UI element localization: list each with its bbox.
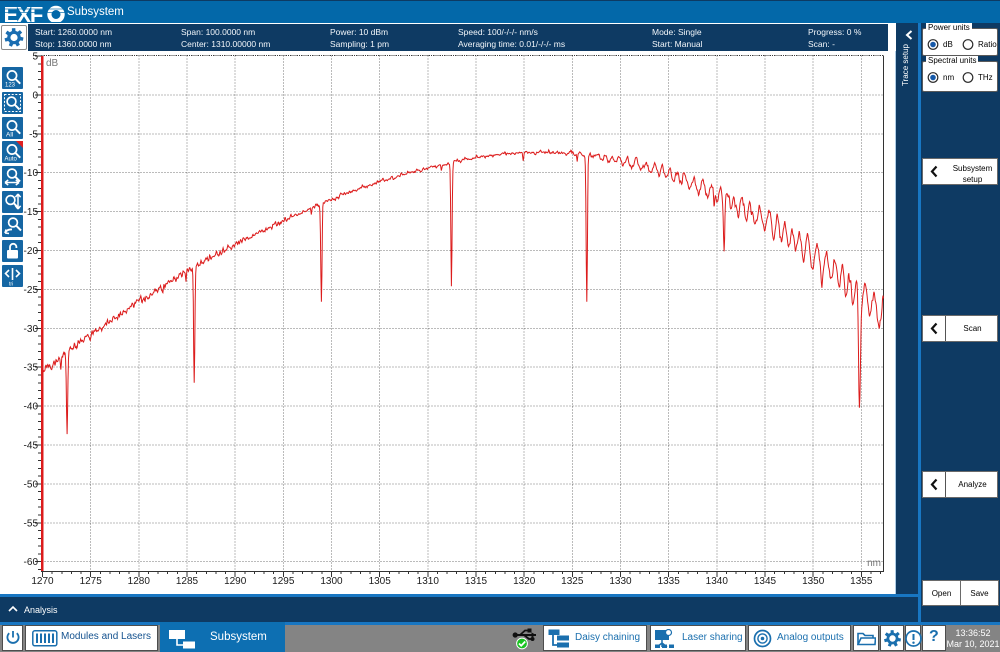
svg-text:EXF: EXF [5,4,43,22]
svg-text:tri: tri [9,282,13,288]
svg-text:1285: 1285 [176,576,199,587]
svg-text:1275: 1275 [80,576,103,587]
svg-text:-45: -45 [24,441,39,452]
svg-text:1305: 1305 [369,576,392,587]
svg-text:-30: -30 [24,324,39,335]
svg-text:-15: -15 [24,207,39,218]
svg-text:-5: -5 [29,129,38,140]
svg-text:5: 5 [32,52,38,63]
svg-text:-35: -35 [24,363,39,374]
svg-text:1320: 1320 [513,576,536,587]
svg-text:-10: -10 [24,168,39,179]
svg-text:123: 123 [5,83,16,89]
svg-text:Auto: Auto [5,157,18,163]
svg-text:1330: 1330 [609,576,632,587]
svg-text:1325: 1325 [561,576,584,587]
svg-text:dB: dB [46,58,59,69]
svg-text:-40: -40 [24,402,39,413]
svg-text:1340: 1340 [706,576,729,587]
svg-text:-55: -55 [24,518,39,529]
svg-text:1315: 1315 [465,576,488,587]
svg-text:-25: -25 [24,285,39,296]
svg-text:All: All [6,132,14,139]
svg-text:1345: 1345 [754,576,777,587]
svg-text:1280: 1280 [128,576,151,587]
svg-text:0: 0 [32,90,38,101]
svg-text:-60: -60 [24,557,39,568]
svg-text:-50: -50 [24,479,39,490]
svg-text:1350: 1350 [802,576,825,587]
svg-text:1310: 1310 [417,576,440,587]
svg-text:nm: nm [867,558,881,569]
svg-text:1300: 1300 [320,576,343,587]
svg-text:1355: 1355 [850,576,873,587]
svg-text:-20: -20 [24,246,39,257]
svg-text:1290: 1290 [224,576,247,587]
svg-text:1335: 1335 [658,576,681,587]
svg-text:1295: 1295 [272,576,295,587]
svg-text:1270: 1270 [31,576,54,587]
